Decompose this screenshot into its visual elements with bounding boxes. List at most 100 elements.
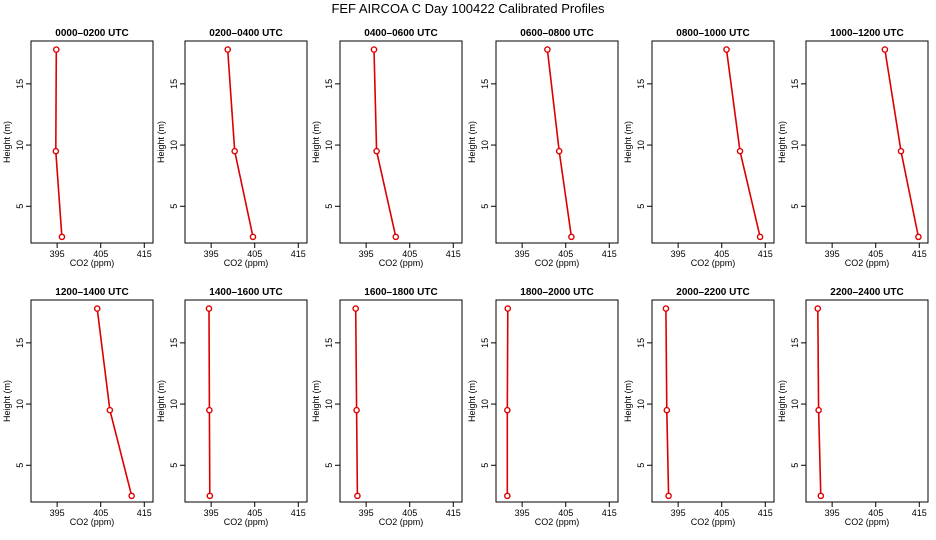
panel-9: 1800–2000 UTC 395 405 415 CO2 (ppm) 5 10 15 Heig… <box>467 287 619 527</box>
y-tick-label: 15 <box>636 79 646 89</box>
data-point <box>249 233 257 241</box>
y-tick-label: 5 <box>15 204 25 209</box>
x-tick-label: 395 <box>825 508 840 518</box>
x-tick-label: 415 <box>758 508 773 518</box>
x-tick-label: 395 <box>825 249 840 259</box>
x-axis-label: CO2 (ppm) <box>224 258 269 268</box>
x-tick-label: 415 <box>291 508 306 518</box>
panel-10: 2000–2200 UTC 395 405 415 CO2 (ppm) 5 10 15 Heig… <box>623 287 775 527</box>
y-tick-label: 10 <box>15 399 25 409</box>
y-tick-label: 15 <box>15 79 25 89</box>
data-point <box>93 305 101 312</box>
y-tick-label: 5 <box>324 463 334 468</box>
data-point <box>568 233 575 241</box>
y-tick-label: 15 <box>324 79 334 89</box>
x-tick-label: 395 <box>50 508 65 518</box>
panel-title: 1800–2000 UTC <box>520 287 593 298</box>
data-point <box>897 147 905 155</box>
y-tick-label: 5 <box>636 463 646 468</box>
panel-11: 2200–2400 UTC 395 405 415 CO2 (ppm) 5 10 15 Heig… <box>777 287 929 527</box>
data-point <box>915 233 922 241</box>
x-axis-label: CO2 (ppm) <box>535 258 580 268</box>
x-tick-label: 395 <box>359 508 374 518</box>
y-axis-label: Height (m) <box>2 121 12 163</box>
y-axis-label: Height (m) <box>777 121 787 163</box>
data-point <box>662 305 670 312</box>
profile-line <box>817 308 822 496</box>
data-point <box>224 46 231 53</box>
data-point <box>814 305 822 312</box>
y-tick-label: 5 <box>790 463 800 468</box>
panel-title: 1600–1800 UTC <box>364 287 437 298</box>
data-point <box>373 147 380 155</box>
x-tick-label: 395 <box>671 249 686 259</box>
x-axis-label: CO2 (ppm) <box>70 258 115 268</box>
y-axis-label: Height (m) <box>311 380 321 422</box>
x-tick-label: 395 <box>515 249 530 259</box>
data-point <box>665 492 672 500</box>
x-tick-label: 395 <box>359 249 374 259</box>
data-point <box>504 492 511 500</box>
y-tick-label: 5 <box>169 463 179 468</box>
panel-title: 2000–2200 UTC <box>676 287 749 298</box>
x-tick-label: 415 <box>602 249 617 259</box>
y-tick-label: 10 <box>790 140 800 150</box>
plot-frame <box>805 299 929 503</box>
y-tick-label: 10 <box>790 399 800 409</box>
x-tick-label: 395 <box>671 508 686 518</box>
data-point <box>555 147 563 155</box>
x-tick-label: 405 <box>93 249 108 259</box>
x-axis-label: CO2 (ppm) <box>379 258 424 268</box>
x-tick-label: 405 <box>247 249 262 259</box>
data-point <box>231 147 238 155</box>
data-point <box>352 305 359 312</box>
y-axis-label: Height (m) <box>2 380 12 422</box>
y-tick-label: 10 <box>169 140 179 150</box>
panel-7: 1400–1600 UTC 395 405 415 CO2 (ppm) 5 10 15 Heig… <box>156 287 308 527</box>
data-point <box>206 492 214 500</box>
y-tick-label: 15 <box>480 338 490 348</box>
x-tick-label: 415 <box>912 508 927 518</box>
plot-frame <box>805 40 929 244</box>
y-tick-label: 15 <box>636 338 646 348</box>
y-tick-label: 5 <box>15 463 25 468</box>
x-tick-label: 415 <box>446 249 461 259</box>
profile-line <box>96 308 133 497</box>
x-axis-label: CO2 (ppm) <box>535 517 580 527</box>
x-tick-label: 405 <box>558 508 573 518</box>
panel-2: 0400–0600 UTC 395 405 415 CO2 (ppm) 5 10 15 Heig… <box>311 28 463 268</box>
x-tick-label: 415 <box>912 249 927 259</box>
panel-1: 0200–0400 UTC 395 405 415 CO2 (ppm) 5 10 15 Heig… <box>156 28 308 268</box>
y-tick-label: 5 <box>169 204 179 209</box>
y-tick-label: 10 <box>480 140 490 150</box>
y-axis-label: Height (m) <box>467 121 477 163</box>
data-point <box>756 233 764 241</box>
panel-5: 1000–1200 UTC 395 405 415 CO2 (ppm) 5 10 15 Heig… <box>777 28 929 268</box>
x-tick-label: 405 <box>558 249 573 259</box>
x-tick-label: 405 <box>402 249 417 259</box>
y-tick-label: 15 <box>169 79 179 89</box>
y-axis-label: Height (m) <box>156 121 166 163</box>
y-tick-label: 10 <box>636 399 646 409</box>
panel-4: 0800–1000 UTC 395 405 415 CO2 (ppm) 5 10 15 Heig… <box>623 28 775 268</box>
plot-frame <box>339 299 463 503</box>
profile-line <box>373 49 397 238</box>
panel-6: 1200–1400 UTC 395 405 415 CO2 (ppm) 5 10 15 Heig… <box>2 287 154 527</box>
plot-frame <box>184 40 308 244</box>
panel-title: 1400–1600 UTC <box>209 287 282 298</box>
x-tick-label: 405 <box>714 508 729 518</box>
profile-line <box>506 308 509 496</box>
profile-line <box>54 49 63 237</box>
y-tick-label: 15 <box>790 79 800 89</box>
data-point <box>817 492 825 500</box>
y-axis-label: Height (m) <box>623 121 633 163</box>
data-point <box>504 406 511 414</box>
x-tick-label: 405 <box>714 249 729 259</box>
profile-line <box>226 49 254 238</box>
y-tick-label: 15 <box>480 79 490 89</box>
data-point <box>881 46 889 53</box>
panel-title: 0800–1000 UTC <box>676 28 749 39</box>
y-tick-label: 5 <box>324 204 334 209</box>
data-point <box>504 305 512 312</box>
data-point <box>128 492 135 500</box>
